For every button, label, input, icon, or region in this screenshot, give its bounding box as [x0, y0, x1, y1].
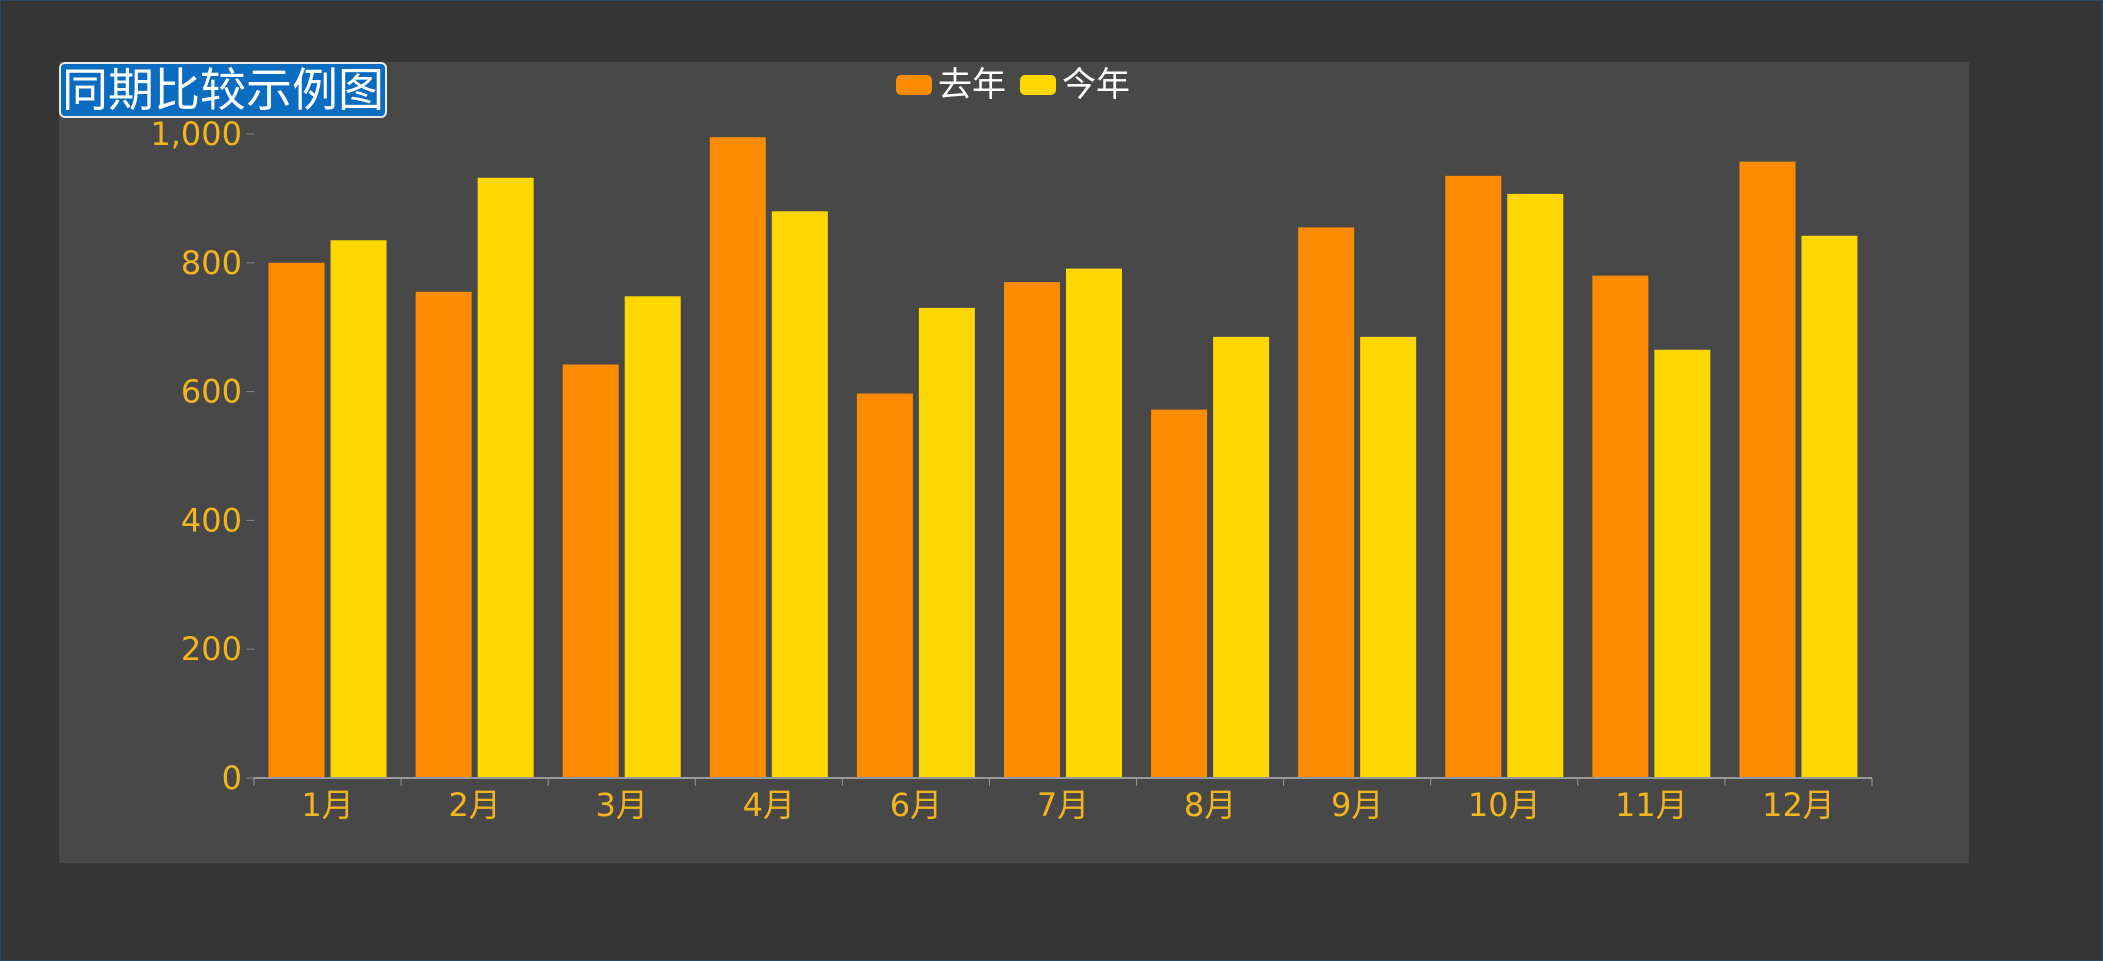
bar-last-year[interactable] [268, 262, 325, 778]
x-tick-label: 9月 [1331, 786, 1383, 824]
bar-this-year[interactable] [1213, 336, 1270, 778]
bar-this-year[interactable] [477, 177, 534, 779]
y-tick-label: 200 [181, 630, 242, 668]
bar-this-year[interactable] [1360, 336, 1417, 778]
chart-title: 同期比较示例图 [59, 62, 387, 118]
bar-last-year[interactable] [415, 291, 472, 778]
bar-this-year[interactable] [918, 307, 975, 778]
bar-last-year[interactable] [562, 364, 619, 778]
y-tick-label: 600 [181, 373, 242, 411]
bar-last-year[interactable] [1445, 175, 1502, 779]
bar-this-year[interactable] [1801, 235, 1858, 778]
y-tick-label: 400 [181, 501, 242, 539]
legend-label[interactable]: 去年 [938, 65, 1006, 105]
bar-this-year[interactable] [1507, 193, 1564, 779]
bar-this-year[interactable] [624, 296, 681, 778]
bar-this-year[interactable] [330, 240, 387, 778]
bar-last-year[interactable] [1151, 409, 1208, 778]
legend-label[interactable]: 今年 [1062, 65, 1130, 105]
bar-last-year[interactable] [1298, 227, 1355, 778]
x-tick-label: 2月 [448, 786, 500, 824]
legend-swatch[interactable] [896, 75, 932, 95]
y-tick-label: 1,000 [150, 115, 242, 153]
x-tick-label: 1月 [301, 786, 353, 824]
bar-last-year[interactable] [1004, 282, 1060, 778]
y-axis: 0 200 400 600 800 1,000 [150, 115, 254, 797]
y-tick-label: 800 [181, 244, 242, 282]
legend[interactable]: 去年 今年 [896, 65, 1130, 105]
x-tick-label: 3月 [596, 786, 648, 824]
legend-swatch[interactable] [1020, 75, 1056, 95]
bar-last-year[interactable] [856, 393, 913, 778]
x-axis: 1月 2月 3月 4月 6月 7月 8月 9月 10月 11月 12月 [253, 777, 1873, 824]
x-tick-label: 12月 [1762, 786, 1835, 824]
bars-group [268, 137, 1858, 779]
bar-this-year[interactable] [771, 211, 828, 778]
bar-this-year[interactable] [1654, 349, 1711, 778]
x-tick-label: 8月 [1184, 786, 1236, 824]
x-tick-label: 7月 [1037, 786, 1089, 824]
bar-last-year[interactable] [1739, 161, 1796, 778]
y-tick-label: 0 [222, 759, 242, 797]
bar-last-year[interactable] [709, 137, 766, 779]
bar-this-year[interactable] [1066, 268, 1122, 778]
x-tick-label: 4月 [743, 786, 795, 824]
x-tick-label: 10月 [1468, 786, 1541, 824]
x-tick-label: 6月 [890, 786, 942, 824]
x-tick-label: 11月 [1615, 786, 1688, 824]
bar-last-year[interactable] [1592, 275, 1649, 778]
